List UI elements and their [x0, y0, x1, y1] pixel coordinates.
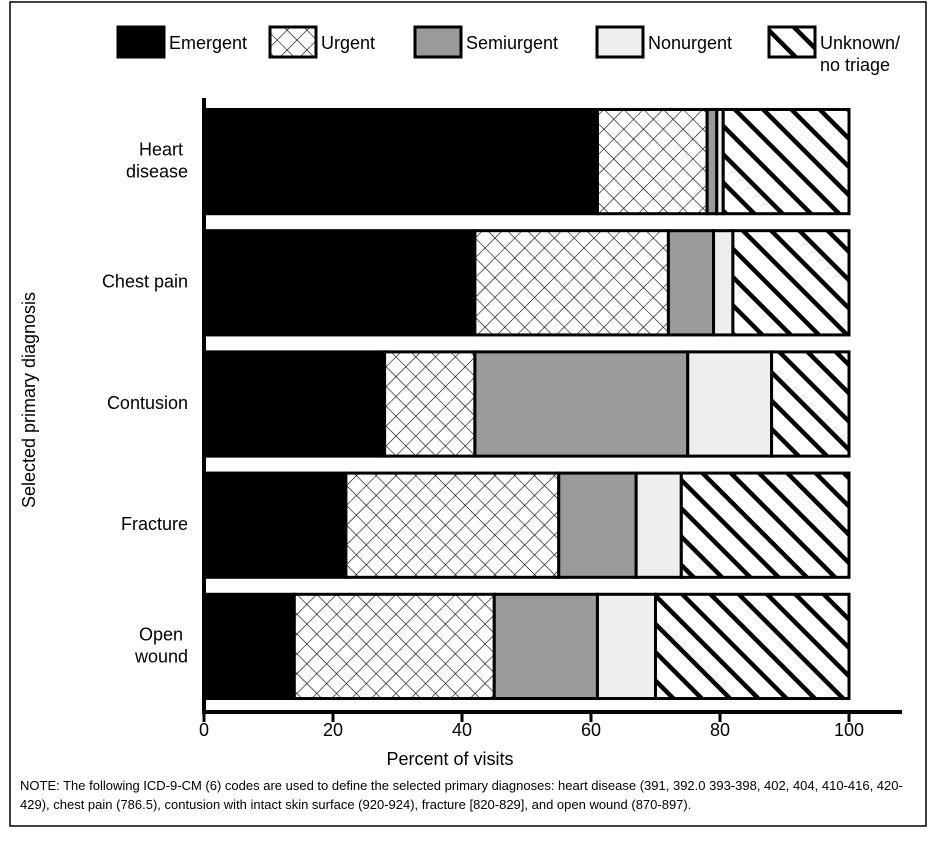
x-tick-label: 40: [452, 720, 472, 740]
x-axis-label: Percent of visits: [386, 749, 513, 769]
bar-segment: [473, 229, 670, 337]
legend-label: Unknown/ no triage: [820, 33, 905, 75]
legend-swatch: [413, 25, 463, 59]
bar-segment: [492, 592, 599, 701]
legend-label: Semiurgent: [466, 33, 558, 53]
bar-segment: [679, 471, 851, 579]
legend-label: Nonurgent: [648, 33, 732, 53]
y-tick-label: Open wound: [134, 624, 188, 666]
bar-segment: [202, 592, 296, 701]
bar-segment: [383, 350, 477, 458]
bar-segment: [344, 471, 561, 579]
legend-swatch: [767, 25, 817, 59]
bar-segment: [292, 592, 496, 701]
bar-segment: [654, 592, 851, 701]
bar-segment: [634, 471, 683, 579]
legend-label: Emergent: [169, 33, 247, 53]
legend-swatch: [268, 25, 318, 59]
y-tick-label: Contusion: [107, 393, 188, 413]
y-tick-label: Chest pain: [102, 272, 188, 292]
x-tick-label: 80: [710, 720, 730, 740]
legend-swatch: [595, 25, 645, 59]
x-tick-label: 60: [581, 720, 601, 740]
bar-segment: [557, 471, 638, 579]
bar-segment: [731, 229, 851, 337]
bar-segment: [202, 107, 599, 216]
legend-swatch: [116, 25, 166, 59]
y-tick-label: Heart disease: [126, 139, 188, 181]
x-tick-label: 100: [834, 720, 864, 740]
bar-segment: [595, 592, 658, 701]
bar-segment: [666, 229, 716, 337]
y-axis-label: Selected primary diagnosis: [19, 292, 39, 508]
bar-segment: [202, 350, 387, 458]
x-tick-label: 0: [199, 720, 209, 740]
frame: [9, 1, 927, 827]
bar-segment: [202, 229, 477, 337]
bar-segment: [686, 350, 774, 458]
x-tick-label: 20: [323, 720, 343, 740]
note: NOTE: The following ICD-9-CM (6) codes a…: [20, 778, 903, 812]
legend-label: Urgent: [321, 33, 375, 53]
bar-segment: [595, 107, 709, 216]
bar-segment: [202, 471, 348, 579]
y-tick-label: Fracture: [121, 514, 188, 534]
bar-segment: [473, 350, 690, 458]
bar-segment: [770, 350, 851, 458]
bar-segment: [712, 229, 735, 337]
bar-segment: [721, 107, 851, 216]
